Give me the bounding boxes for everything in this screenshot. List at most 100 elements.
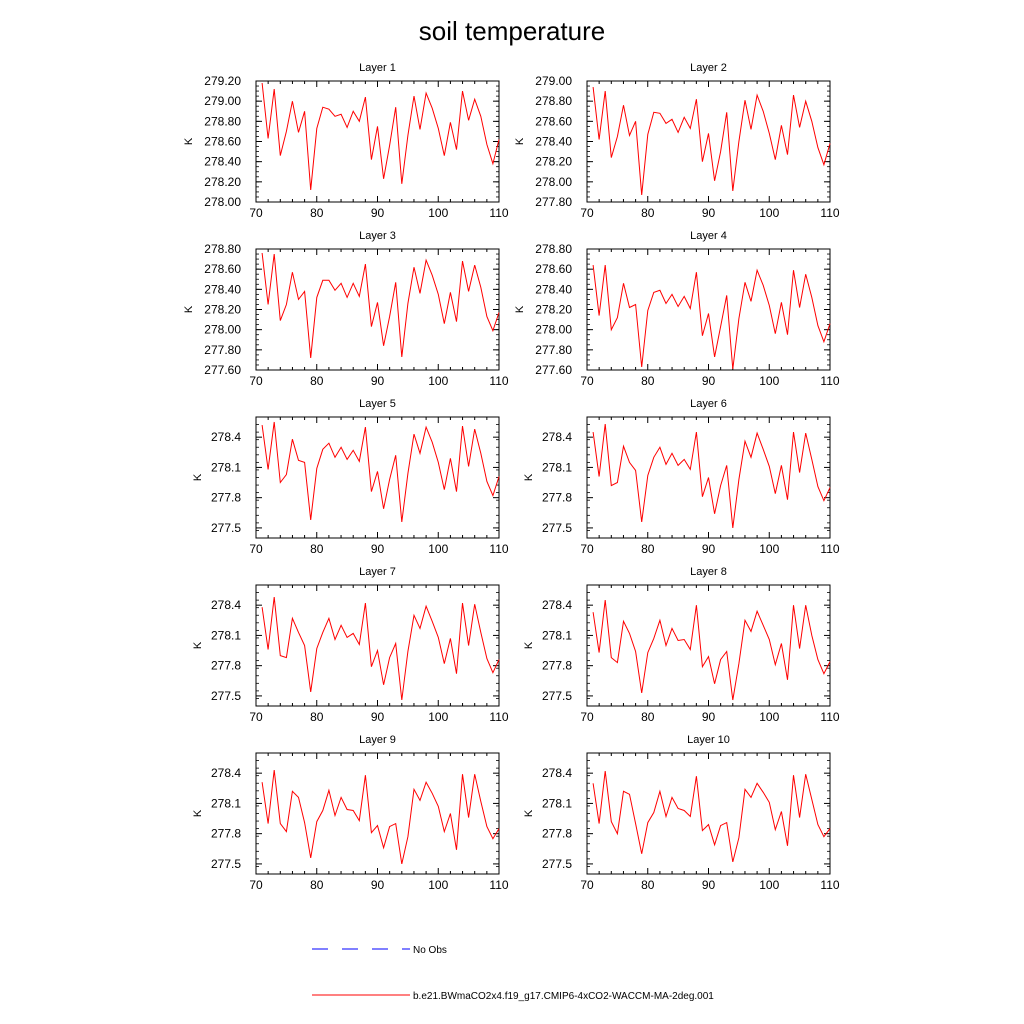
x-tick-label: 80 bbox=[310, 710, 324, 724]
y-tick-label: 278.1 bbox=[211, 628, 241, 642]
y-tick-label: 278.80 bbox=[535, 242, 572, 256]
y-tick-label: 278.60 bbox=[204, 262, 241, 276]
y-axis-label: K bbox=[183, 305, 195, 313]
x-tick-label: 80 bbox=[310, 374, 324, 388]
y-tick-label: 277.60 bbox=[535, 363, 572, 377]
y-tick-label: 277.8 bbox=[211, 491, 241, 505]
x-tick-label: 110 bbox=[489, 374, 508, 388]
x-tick-label: 70 bbox=[580, 542, 594, 556]
panel-layer-9: Layer 9 K 70 80 90 100 110 277.5 277.8 278.1 278.4 bbox=[192, 734, 509, 892]
x-tick-label: 90 bbox=[702, 374, 716, 388]
plot-frame bbox=[255, 416, 500, 539]
series-line bbox=[261, 770, 500, 865]
x-tick-label: 100 bbox=[759, 206, 779, 220]
x-tick-label: 80 bbox=[641, 206, 655, 220]
plot-frame bbox=[586, 752, 831, 875]
x-tick-label: 70 bbox=[580, 878, 594, 892]
y-tick-label: 278.4 bbox=[542, 430, 572, 444]
x-tick-label: 90 bbox=[371, 542, 385, 556]
y-tick-label: 277.80 bbox=[535, 195, 572, 209]
panel-title: Layer 8 bbox=[690, 566, 727, 578]
y-tick-label: 278.40 bbox=[204, 282, 241, 296]
y-tick-label: 278.1 bbox=[211, 460, 241, 474]
panel-title: Layer 1 bbox=[359, 62, 396, 74]
y-tick-label: 277.8 bbox=[542, 827, 572, 841]
y-tick-label: 278.40 bbox=[535, 135, 572, 149]
panel-title: Layer 6 bbox=[690, 398, 727, 410]
y-tick-label: 278.40 bbox=[535, 282, 572, 296]
y-tick-label: 277.5 bbox=[542, 857, 572, 871]
y-tick-label: 277.5 bbox=[542, 521, 572, 535]
y-axis-label: K bbox=[523, 809, 535, 817]
y-tick-label: 278.80 bbox=[204, 114, 241, 128]
x-tick-label: 80 bbox=[641, 374, 655, 388]
x-tick-label: 110 bbox=[820, 878, 839, 892]
x-tick-label: 90 bbox=[702, 542, 716, 556]
x-tick-label: 110 bbox=[489, 542, 508, 556]
y-tick-label: 278.4 bbox=[211, 766, 241, 780]
y-tick-label: 278.00 bbox=[535, 175, 572, 189]
y-axis-label: K bbox=[514, 305, 526, 313]
y-axis-label: K bbox=[514, 137, 526, 145]
y-tick-label: 278.60 bbox=[535, 114, 572, 128]
panel-title: Layer 10 bbox=[687, 734, 730, 746]
panel-title: Layer 7 bbox=[359, 566, 396, 578]
y-tick-label: 279.00 bbox=[204, 94, 241, 108]
x-tick-label: 70 bbox=[249, 206, 263, 220]
y-tick-label: 277.5 bbox=[211, 521, 241, 535]
x-tick-label: 100 bbox=[759, 710, 779, 724]
plot-frame bbox=[255, 80, 500, 203]
x-tick-label: 70 bbox=[249, 710, 263, 724]
series-line bbox=[592, 424, 831, 528]
x-tick-label: 100 bbox=[759, 878, 779, 892]
x-tick-label: 70 bbox=[249, 878, 263, 892]
x-tick-label: 80 bbox=[641, 878, 655, 892]
series-line bbox=[592, 265, 831, 370]
x-tick-label: 80 bbox=[310, 542, 324, 556]
panel-grid: Layer 1 K 70 80 90 100 110 278.00 278.20 278.40 27… bbox=[183, 62, 840, 892]
y-tick-label: 278.40 bbox=[204, 155, 241, 169]
panel-layer-7: Layer 7 K 70 80 90 100 110 277.5 277.8 278.1 278.4 bbox=[192, 566, 509, 724]
y-axis-label: K bbox=[523, 473, 535, 481]
x-tick-label: 110 bbox=[820, 710, 839, 724]
y-tick-label: 278.00 bbox=[204, 323, 241, 337]
y-tick-label: 278.80 bbox=[535, 94, 572, 108]
x-tick-label: 100 bbox=[759, 374, 779, 388]
y-tick-label: 278.4 bbox=[542, 598, 572, 612]
y-tick-label: 277.80 bbox=[535, 343, 572, 357]
x-tick-label: 100 bbox=[428, 206, 448, 220]
x-tick-label: 80 bbox=[310, 206, 324, 220]
x-tick-label: 80 bbox=[641, 542, 655, 556]
x-tick-label: 110 bbox=[489, 878, 508, 892]
panel-layer-10: Layer 10 K 70 80 90 100 110 277.5 277.8 278.1 278.… bbox=[523, 734, 840, 892]
panel-layer-6: Layer 6 K 70 80 90 100 110 277.5 277.8 278.1 278.4 bbox=[523, 398, 840, 556]
x-tick-label: 100 bbox=[428, 878, 448, 892]
y-tick-label: 278.20 bbox=[535, 303, 572, 317]
y-tick-label: 277.8 bbox=[211, 827, 241, 841]
series-line bbox=[261, 597, 500, 701]
series-line bbox=[261, 82, 500, 190]
y-tick-label: 278.20 bbox=[535, 155, 572, 169]
y-tick-label: 277.5 bbox=[211, 689, 241, 703]
series-line bbox=[261, 421, 500, 522]
panel-layer-3: Layer 3 K 70 80 90 100 110 277.60 277.80 278.00 27… bbox=[183, 230, 509, 388]
x-tick-label: 90 bbox=[371, 878, 385, 892]
panel-layer-8: Layer 8 K 70 80 90 100 110 277.5 277.8 278.1 278.4 bbox=[523, 566, 840, 724]
y-tick-label: 278.20 bbox=[204, 303, 241, 317]
plot-frame bbox=[586, 248, 831, 371]
y-axis-label: K bbox=[192, 809, 204, 817]
y-axis-label: K bbox=[523, 641, 535, 649]
y-tick-label: 278.80 bbox=[204, 242, 241, 256]
x-tick-label: 70 bbox=[249, 374, 263, 388]
x-tick-label: 100 bbox=[759, 542, 779, 556]
y-tick-label: 277.60 bbox=[204, 363, 241, 377]
x-tick-label: 70 bbox=[580, 710, 594, 724]
x-tick-label: 90 bbox=[371, 710, 385, 724]
x-tick-label: 110 bbox=[820, 206, 839, 220]
panel-title: Layer 5 bbox=[359, 398, 396, 410]
x-tick-label: 90 bbox=[702, 878, 716, 892]
x-tick-label: 90 bbox=[371, 206, 385, 220]
legend-model-label: b.e21.BWmaCO2x4.f19_g17.CMIP6-4xCO2-WACC… bbox=[413, 991, 714, 1002]
panel-layer-5: Layer 5 K 70 80 90 100 110 277.5 277.8 278.1 278.4 bbox=[192, 398, 509, 556]
